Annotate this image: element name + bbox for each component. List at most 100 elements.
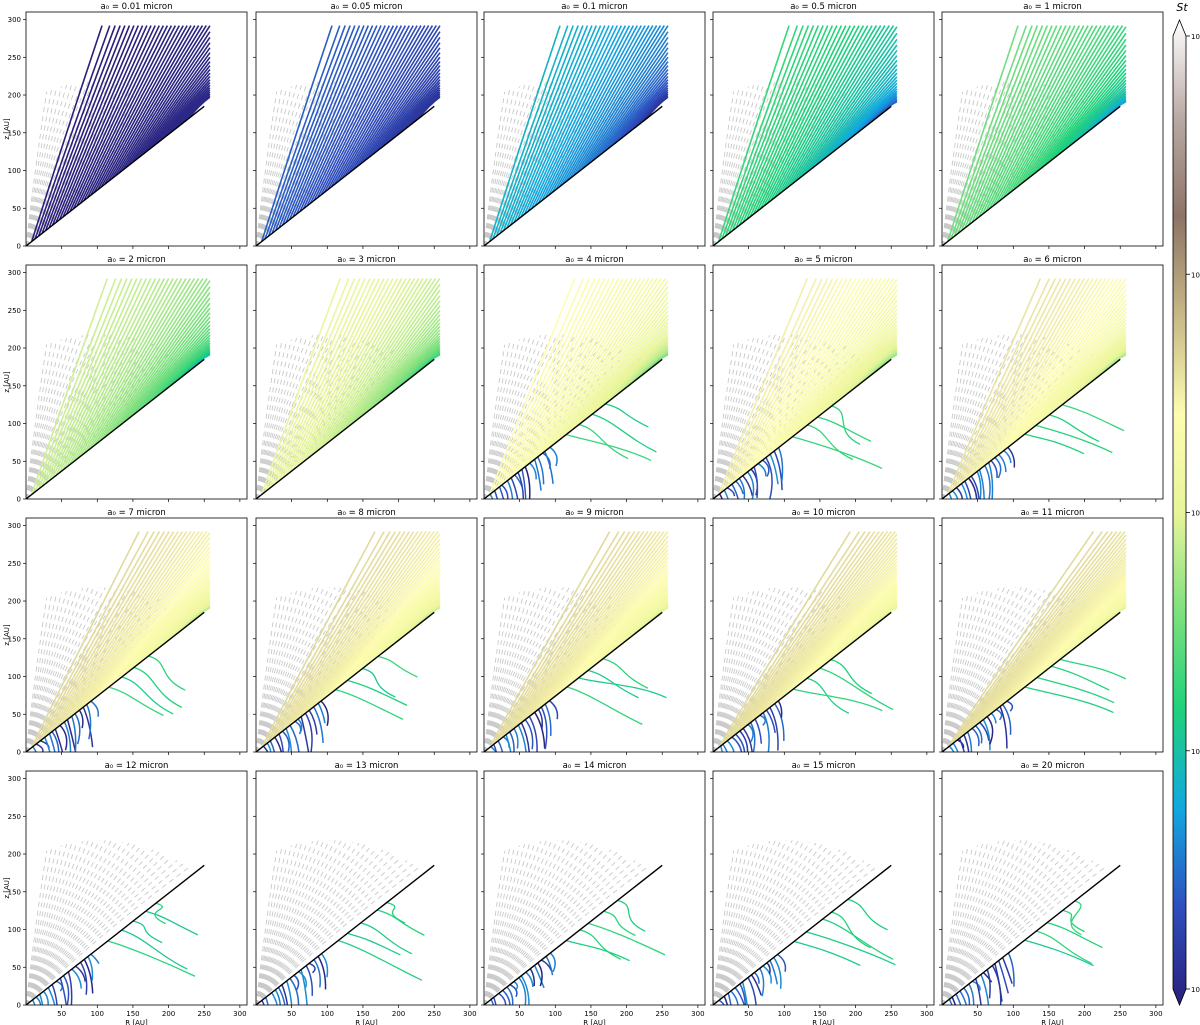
inner-settling-trajectory [493, 997, 497, 1005]
gas-streamline [26, 81, 89, 246]
escape-trajectory [90, 542, 211, 702]
settling-trajectory [793, 940, 861, 966]
axes-frame [941, 264, 1164, 500]
panel: a₀ = 9 micron [481, 508, 706, 755]
y-tick-label: 300 [8, 775, 21, 783]
gas-streamline [713, 841, 771, 1005]
gas-streamline [713, 83, 760, 246]
escape-trajectory [344, 25, 437, 177]
gas-streamline [942, 589, 1046, 752]
gas-streamline [484, 860, 636, 1005]
gas-streamline [942, 587, 1011, 752]
escape-trajectory [812, 49, 898, 169]
inner-settling-trajectory [274, 736, 283, 752]
inner-settling-trajectory [540, 706, 548, 750]
gas-streamline [484, 588, 582, 752]
escape-trajectory [355, 309, 441, 422]
gas-streamline [26, 85, 68, 246]
plot-area [713, 25, 898, 246]
escape-trajectory [1002, 567, 1127, 705]
gas-streamline [713, 338, 755, 499]
gas-streamline [26, 849, 154, 1005]
escape-trajectory [1002, 25, 1098, 199]
escape-trajectory [334, 563, 441, 691]
inner-settling-trajectory [529, 968, 536, 987]
escape-trajectory [742, 25, 829, 223]
disk-surface-line [26, 864, 205, 1005]
gas-streamline [713, 840, 782, 1005]
gas-streamline [713, 587, 799, 752]
panel-title: a₀ = 5 micron [794, 255, 852, 265]
gas-streamline [256, 87, 287, 246]
escape-trajectory [271, 278, 361, 487]
settling-trajectory [335, 688, 404, 720]
gas-streamline [26, 593, 57, 752]
gas-streamline [484, 81, 553, 246]
gas-streamline [484, 854, 624, 1005]
plot-area [26, 840, 205, 1005]
escape-trajectory [780, 278, 895, 446]
axes-frame [25, 11, 248, 247]
gas-streamline [942, 863, 1100, 1005]
escape-trajectory [957, 531, 1114, 740]
escape-trajectory [537, 540, 669, 710]
escape-trajectory [548, 278, 658, 449]
panel: a₀ = 20 micron 50 100 150 200 250 300 R [AU] [939, 761, 1164, 1025]
escape-trajectory [829, 72, 898, 155]
disk-surface-line [713, 358, 892, 499]
y-tick-label: 0 [17, 1002, 21, 1010]
panel: a₀ = 0.1 micron [481, 2, 706, 249]
inner-settling-trajectory [517, 472, 525, 499]
y-axis-label: z [AU] [3, 371, 11, 393]
panel-title: a₀ = 6 micron [1023, 255, 1081, 265]
escape-trajectory [950, 531, 1103, 746]
gas-streamline [484, 589, 531, 752]
escape-trajectory [604, 65, 669, 152]
gas-streamline [713, 339, 829, 499]
escape-trajectory [135, 52, 211, 161]
inner-settling-trajectory [997, 960, 1009, 994]
escape-trajectory [509, 278, 611, 479]
settling-trajectory [121, 676, 174, 715]
escape-trajectory [330, 559, 441, 694]
panel-title: a₀ = 0.05 micron [331, 2, 403, 12]
gas-streamline [484, 339, 520, 499]
escape-trajectory [125, 36, 211, 169]
inner-settling-trajectory [51, 731, 60, 752]
escape-trajectory [635, 91, 669, 128]
escape-trajectory [995, 25, 1089, 204]
inner-settling-trajectory [510, 477, 519, 499]
escape-trajectory [173, 89, 211, 131]
gas-streamline [26, 341, 148, 499]
escape-trajectory [565, 25, 658, 182]
escape-trajectory [488, 531, 611, 748]
gas-streamline [26, 82, 78, 246]
gas-streamline [26, 342, 52, 499]
escape-trajectory [794, 25, 895, 182]
escape-trajectory [83, 278, 183, 454]
escape-trajectory [348, 576, 441, 680]
escape-trajectory [267, 531, 391, 743]
escape-trajectory [964, 278, 1072, 482]
escape-trajectory [604, 334, 669, 405]
escape-trajectory [967, 25, 1053, 226]
gas-streamline [713, 587, 776, 752]
x-tick-label: 300 [463, 1010, 476, 1018]
y-axis-label: z [AU] [3, 877, 11, 899]
inner-settling-trajectory [493, 490, 498, 499]
escape-trajectory [745, 278, 853, 474]
gas-streamline [256, 591, 298, 752]
gas-streamline [942, 86, 978, 246]
escape-trajectory [156, 340, 211, 397]
gas-streamline [942, 850, 964, 1005]
gas-streamline [484, 592, 520, 752]
inner-settling-trajectory [524, 719, 534, 750]
escape-trajectory [985, 25, 1076, 212]
escape-trajectory [97, 25, 188, 191]
gas-streamline [256, 340, 287, 499]
escape-trajectory [597, 329, 669, 411]
gas-streamline [713, 341, 835, 499]
escape-trajectory [530, 25, 618, 210]
gas-streamline [942, 849, 1070, 1005]
escape-trajectory [957, 278, 1062, 487]
